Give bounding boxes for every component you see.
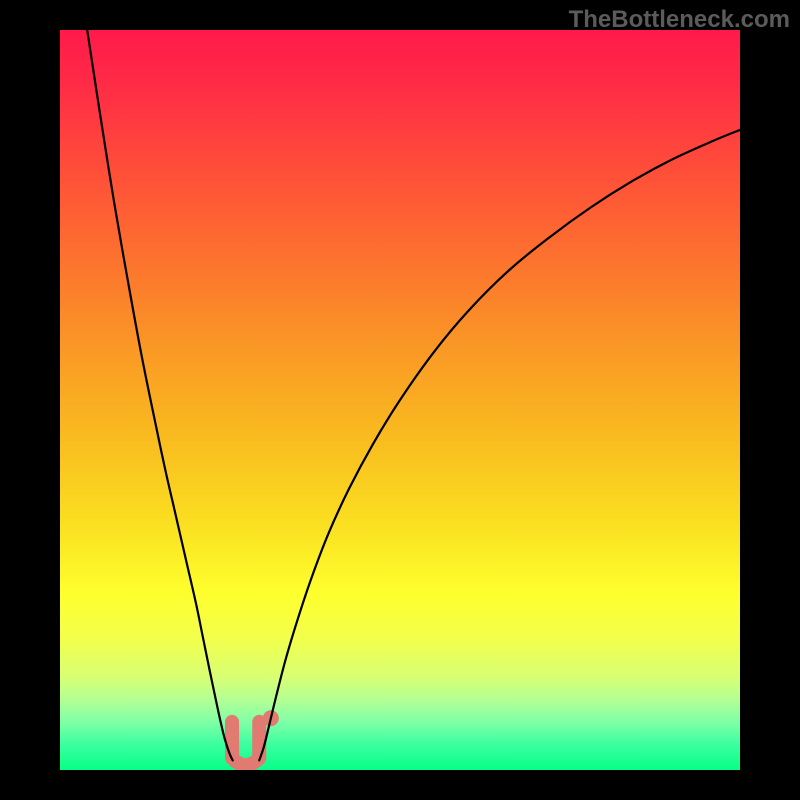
bottleneck-chart <box>60 30 740 770</box>
watermark-text: TheBottleneck.com <box>569 6 790 34</box>
